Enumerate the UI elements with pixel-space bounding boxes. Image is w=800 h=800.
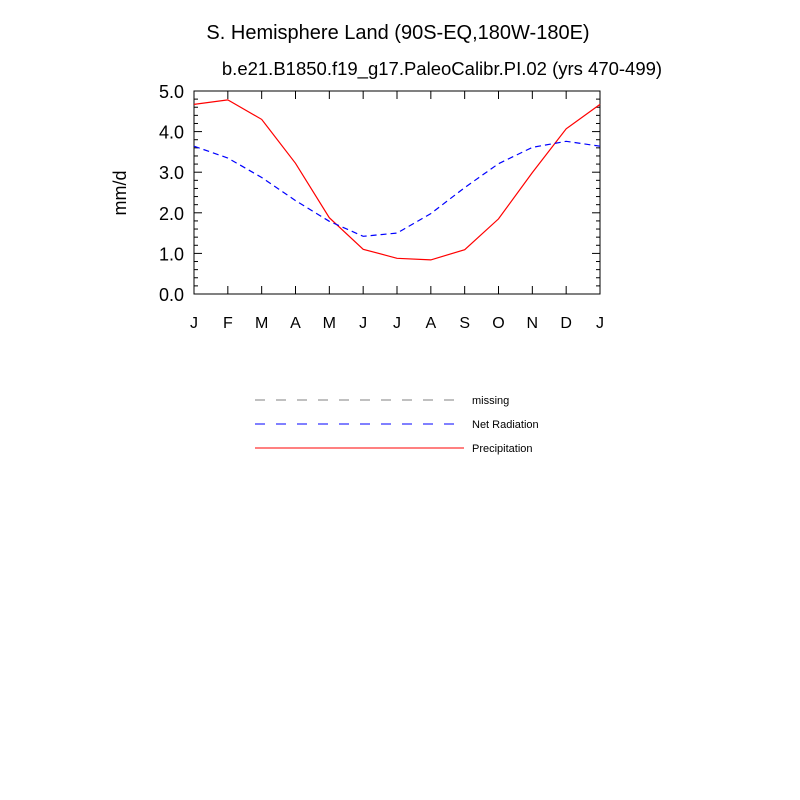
chart-subtitle: b.e21.B1850.f19_g17.PaleoCalibr.PI.02 (y… [221,58,663,79]
legend-label: missing [472,395,509,407]
y-tick-label: 2.0 [159,204,184,224]
y-tick-label: 4.0 [159,123,184,143]
y-tick-label: 3.0 [159,163,184,183]
series-line-net-radiation [193,140,601,237]
plot-border [193,90,601,295]
x-tick-label: J [190,315,198,332]
x-tick-label: M [255,315,268,332]
legend-label: Precipitation [472,443,533,455]
y-axis-label: mm/d [110,171,130,216]
legend-label: Net Radiation [472,419,539,431]
x-tick-label: N [527,315,539,332]
chart-title: S. Hemisphere Land (90S-EQ,180W-180E) [206,22,590,44]
x-tick-label: J [596,315,604,332]
x-tick-label: D [560,315,572,332]
y-axis-ticks: 0.0 1.0 2.0 3.0 4.0 5.0 [159,82,600,305]
x-tick-label: M [323,315,336,332]
x-tick-label: A [425,315,436,332]
y-tick-label: 0.0 [159,285,184,305]
series-line-precipitation [193,99,601,261]
series-lines [193,99,601,261]
legend: missing Net Radiation Precipitation [255,395,539,455]
y-tick-label: 1.0 [159,244,184,264]
x-tick-label: S [459,315,470,332]
x-tick-label: J [359,315,367,332]
x-tick-label: O [492,315,504,332]
y-tick-label: 5.0 [159,82,184,102]
x-tick-label: F [223,315,233,332]
x-tick-label: A [290,315,301,332]
plot-frame [193,90,601,295]
x-tick-label: J [393,315,401,332]
